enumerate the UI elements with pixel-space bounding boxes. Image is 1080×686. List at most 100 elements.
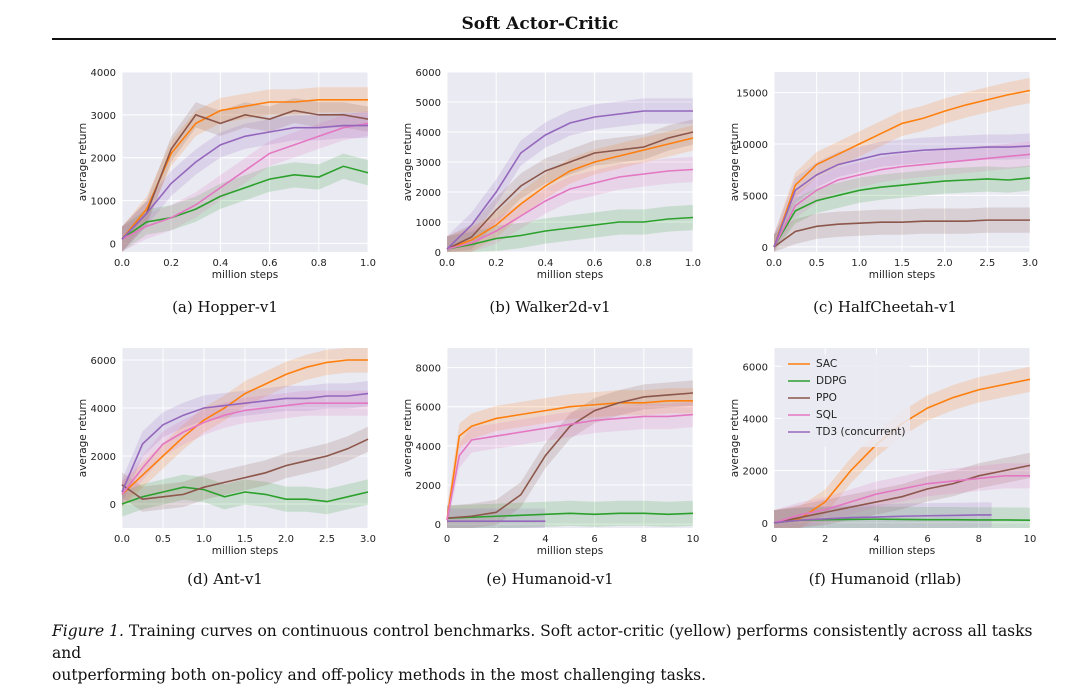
x-tick-label: 0 [444,534,450,545]
series-line-td3 [446,110,693,250]
panel-walker: 0 1000 2000 3000 4000 5000 6000 0.0 0.2 0.4 0.6 0.8… [395,62,705,292]
x-tick-label: 8 [641,534,647,545]
series-line-ppo [446,131,694,250]
panel-humanoid-rllab: 0 2000 4000 6000 0 2 4 6 8 10 million steps average… [722,338,1042,568]
caption-humanoid-rllab: (f) Humanoid (rllab) [808,570,962,588]
legend-label: DDPG [816,375,847,387]
y-axis-label: average return [77,123,89,201]
band-sql [122,390,368,507]
y-tick-label: 0 [435,520,441,531]
figure-caption-line1: Training curves on continuous control be… [52,622,1033,662]
x-tick-label: 0.6 [262,258,278,269]
y-tick-label: 4000 [743,414,768,425]
series-line-sql [121,122,369,240]
band-td3 [122,381,368,505]
series-line-ddpg [446,512,694,520]
y-tick-label: 4000 [91,68,116,79]
band-td3 [447,508,546,528]
y-tick-label: 2000 [416,481,441,492]
y-tick-label: 2000 [91,154,116,165]
y-tick-label: 3000 [416,158,441,169]
band-sac [122,87,368,252]
band-td3 [774,133,1030,252]
x-tick-label: 2.5 [979,258,995,269]
x-tick-label: 0.0 [114,534,130,545]
y-tick-label: 1000 [416,218,441,229]
y-tick-label: 4000 [416,128,441,139]
x-axis-label: million steps [537,545,604,557]
figure-caption-line2: outperforming both on-policy and off-pol… [52,666,707,684]
caption-humanoid: (e) Humanoid-v1 [486,570,614,588]
legend-label: SQL [816,409,837,421]
series-line-ddpg [773,177,1031,248]
x-axis-label: million steps [537,269,604,281]
chart-humanoid: 0 2000 4000 6000 8000 0 2 4 6 8 10 million steps ave… [402,348,700,557]
x-tick-label: 3.0 [1022,258,1038,269]
band-td3 [122,112,368,252]
x-tick-label: 10 [1024,534,1037,545]
panel-ant: 0 2000 4000 6000 0.0 0.5 1.0 1.5 2.0 2.5 3.0 millio… [70,338,380,568]
caption-walker: (b) Walker2d-v1 [489,298,611,316]
series-line-sql [773,475,1030,524]
y-tick-label: 6000 [416,68,441,79]
band-ddpg [774,165,1030,252]
y-tick-label: 4000 [91,404,116,415]
chart-ant: 0 2000 4000 6000 0.0 0.5 1.0 1.5 2.0 2.5 3.0 millio… [77,348,376,557]
series-line-sac [446,137,694,250]
x-tick-label: 2 [822,534,828,545]
panel-hopper: 0 1000 2000 3000 4000 0.0 0.2 0.4 0.6 0.8 1.0 milli… [70,62,380,292]
x-tick-label: 1.0 [851,258,867,269]
band-sac [447,388,693,528]
band-ppo [447,380,693,528]
y-tick-label: 2000 [743,467,768,478]
y-axis-label: average return [402,399,414,477]
series-line-ddpg [121,165,369,240]
band-ppo [774,207,1030,252]
band-ddpg [122,153,368,252]
band-ddpg [122,474,368,517]
x-tick-label: 1.5 [894,258,910,269]
band-ddpg [774,506,1030,528]
y-tick-label: 6000 [743,362,768,373]
band-sac [774,366,1030,528]
series-line-td3 [121,392,369,493]
series-line-sql [773,153,1031,248]
series-line-td3 [773,514,992,524]
y-tick-label: 4000 [416,442,441,453]
y-tick-label: 6000 [416,403,441,414]
x-tick-label: 0.4 [212,258,228,269]
header-rule [52,38,1056,40]
series-line-ppo [446,392,694,520]
chart-halfcheetah: 0 5000 10000 15000 0.0 0.5 1.0 1.5 2.0 2.5 3.0 mill… [729,72,1038,281]
y-tick-label: 0 [110,239,116,250]
band-sql [774,141,1030,252]
caption-ant: (d) Ant-v1 [187,570,263,588]
chart-humanoid-rllab: 0 2000 4000 6000 0 2 4 6 8 10 million steps average… [729,348,1037,557]
x-tick-label: 0.8 [636,258,652,269]
x-tick-label: 1.0 [360,258,376,269]
plot-area [122,72,368,252]
series-line-td3 [773,145,1031,248]
x-tick-label: 1.5 [237,534,253,545]
x-tick-label: 6 [924,534,930,545]
x-tick-label: 2.5 [319,534,335,545]
y-tick-label: 3000 [91,111,116,122]
x-tick-label: 0.5 [809,258,825,269]
caption-hopper: (a) Hopper-v1 [172,298,278,316]
x-tick-label: 2.0 [278,534,294,545]
y-tick-label: 0 [435,248,441,259]
legend-label: PPO [816,392,837,404]
x-tick-label: 10 [687,534,700,545]
panel-humanoid: 0 2000 4000 6000 8000 0 2 4 6 8 10 million steps ave… [395,338,705,568]
y-tick-label: 0 [110,500,116,511]
y-tick-label: 10000 [736,140,768,151]
x-tick-label: 6 [591,534,597,545]
x-axis-label: million steps [869,269,936,281]
chart-hopper: 0 1000 2000 3000 4000 0.0 0.2 0.4 0.6 0.8 1.0 milli… [77,68,376,281]
band-ppo [122,97,368,252]
series-line-td3 [121,124,368,240]
band-sac [447,125,693,252]
x-tick-label: 2 [493,534,499,545]
series-line-sql [446,168,694,250]
page-header-title: Soft Actor-Critic [461,14,619,34]
